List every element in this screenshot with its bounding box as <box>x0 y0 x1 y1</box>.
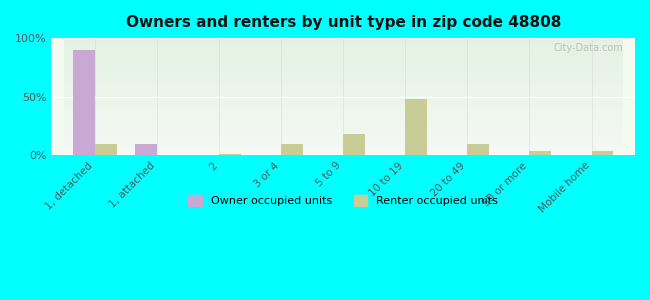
Bar <box>343 134 365 155</box>
Bar <box>467 144 489 155</box>
Bar <box>95 144 116 155</box>
Bar <box>73 50 95 155</box>
Bar <box>592 151 613 155</box>
Bar <box>530 151 551 155</box>
Bar <box>219 154 240 155</box>
Bar <box>135 144 157 155</box>
Text: City-Data.com: City-Data.com <box>554 43 623 53</box>
Legend: Owner occupied units, Renter occupied units: Owner occupied units, Renter occupied un… <box>184 190 502 211</box>
Title: Owners and renters by unit type in zip code 48808: Owners and renters by unit type in zip c… <box>125 15 561 30</box>
Bar <box>281 144 303 155</box>
Bar <box>406 99 427 155</box>
